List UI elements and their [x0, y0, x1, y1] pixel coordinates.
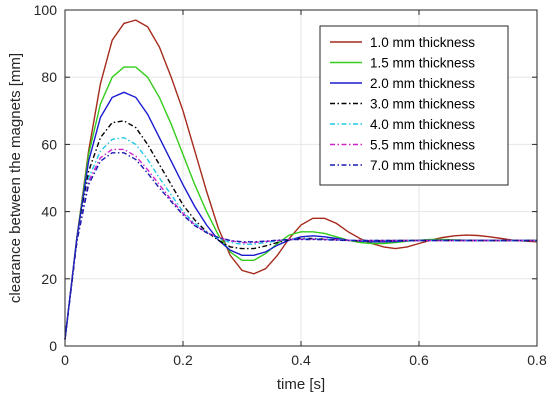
x-tick-label: 0 — [61, 352, 69, 368]
series-line — [64, 19, 538, 340]
y-tick-label: 60 — [41, 136, 57, 152]
legend-label: 7.0 mm thickness — [370, 158, 475, 173]
x-tick-label: 0.4 — [291, 352, 311, 368]
y-tick-label: 0 — [49, 338, 57, 354]
legend-label: 4.0 mm thickness — [370, 117, 475, 132]
y-tick-label: 20 — [41, 271, 57, 287]
series-lines — [64, 19, 538, 340]
legend-label: 1.5 mm thickness — [370, 56, 475, 71]
axes-frame — [64, 9, 538, 347]
x-axis-label: time [s] — [277, 376, 325, 393]
y-tick-label: 80 — [41, 69, 57, 85]
y-tick-label: 100 — [34, 2, 58, 18]
series-line — [64, 152, 537, 340]
x-tick-label: 0.6 — [409, 352, 429, 368]
y-axis-label: clearance between the magnets [mm] — [7, 53, 24, 303]
legend-box — [319, 25, 509, 186]
series-line — [64, 148, 537, 340]
legend-label: 5.5 mm thickness — [370, 138, 475, 153]
x-tick-label: 0.8 — [527, 352, 547, 368]
legend-label: 2.0 mm thickness — [370, 76, 475, 91]
x-tick-label: 0.2 — [173, 352, 193, 368]
legend: 1.0 mm thickness 1.5 mm thickness 2.0 mm t… — [319, 25, 509, 186]
tick-labels: 0 0.2 0.4 0.6 0.8 0 20 40 60 80 100 — [34, 2, 547, 368]
legend-label: 3.0 mm thickness — [370, 97, 475, 112]
legend-label: 1.0 mm thickness — [370, 35, 475, 50]
y-tick-label: 40 — [41, 204, 57, 220]
